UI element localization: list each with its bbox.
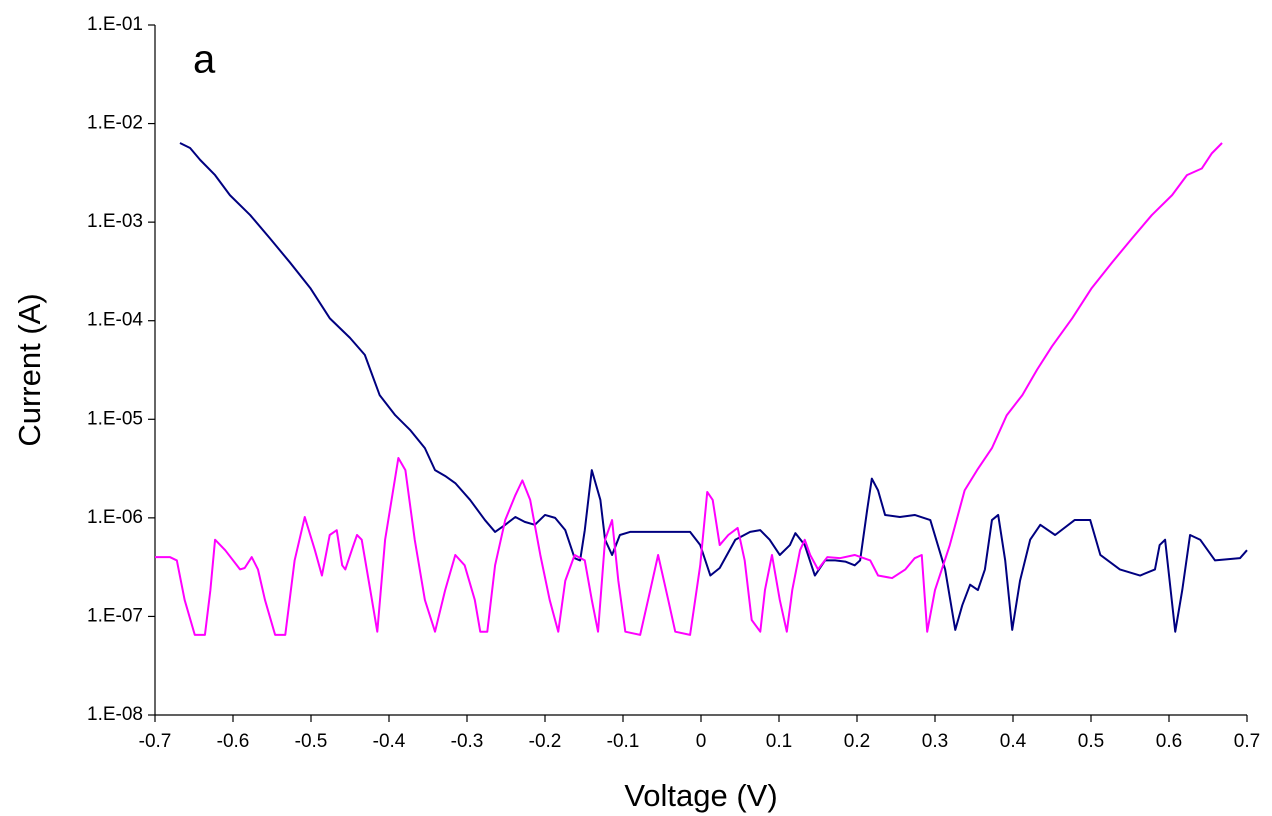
y-tick-label: 1.E-01: [87, 14, 143, 35]
data-line: [179, 142, 1248, 633]
data-line: [155, 142, 1223, 636]
y-tick-label: 1.E-05: [87, 408, 143, 429]
y-tick-label: 1.E-06: [87, 507, 143, 528]
x-tick-label: -0.1: [607, 731, 640, 752]
annotation: a: [193, 38, 216, 82]
y-tick-label: 1.E-04: [87, 310, 143, 331]
x-tick-label: 0.4: [1000, 731, 1027, 752]
x-tick-label: -0.6: [217, 731, 250, 752]
x-tick-label: -0.3: [451, 731, 484, 752]
x-tick-label: 0.1: [766, 731, 792, 752]
x-tick-label: -0.7: [139, 731, 172, 752]
x-tick-label: 0.7: [1234, 731, 1260, 752]
x-tick-label: -0.4: [373, 731, 406, 752]
x-tick-label: -0.2: [529, 731, 562, 752]
x-tick-label: 0.3: [922, 731, 948, 752]
y-tick-label: 1.E-07: [87, 605, 143, 626]
x-tick-label: -0.5: [295, 731, 328, 752]
y-tick-label: 1.E-02: [87, 113, 143, 134]
y-axis-title: Current (A): [12, 293, 47, 446]
x-axis-title: Voltage (V): [624, 778, 777, 813]
y-tick-label: 1.E-03: [87, 211, 143, 232]
x-tick-label: 0.6: [1156, 731, 1182, 752]
x-tick-label: 0.5: [1078, 731, 1104, 752]
y-tick-label: 1.E-08: [87, 704, 143, 725]
x-tick-label: 0.2: [844, 731, 870, 752]
x-tick-label: 0: [696, 731, 707, 752]
